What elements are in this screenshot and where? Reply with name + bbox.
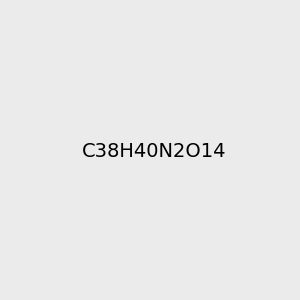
Text: C38H40N2O14: C38H40N2O14 [82, 142, 226, 161]
